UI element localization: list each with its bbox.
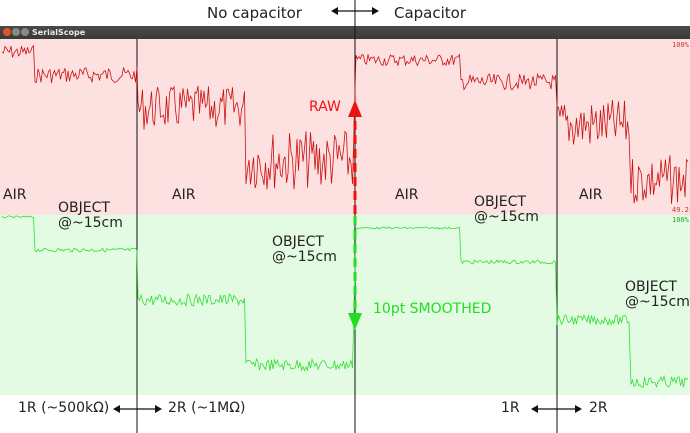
raw-corner-label-bottom: 49.2	[672, 206, 689, 214]
resistor-2r-right: 2R	[589, 400, 608, 416]
air-label: AIR	[172, 187, 196, 203]
smoothed-trace	[1, 215, 689, 389]
raw-panel	[0, 39, 690, 215]
smoothed-panel	[0, 215, 690, 395]
smoothed-label: 10pt SMOOTHED	[373, 301, 492, 317]
close-icon[interactable]	[3, 28, 11, 36]
raw-trace	[1, 44, 689, 204]
smoothed-arrow	[348, 216, 362, 330]
maximize-icon[interactable]	[21, 28, 29, 36]
minimize-icon[interactable]	[12, 28, 20, 36]
raw-arrow	[348, 100, 362, 214]
window-title: SerialScope	[32, 28, 86, 37]
object-label: OBJECT @~15cm	[272, 234, 337, 266]
bottom-arrow-left	[113, 405, 162, 413]
air-label: AIR	[3, 187, 27, 203]
object-label: OBJECT @~15cm	[58, 200, 123, 232]
top-double-arrow	[331, 7, 379, 15]
smoothed-corner-label-top: 100%	[672, 216, 690, 224]
bottom-arrow-right	[531, 405, 582, 413]
air-label: AIR	[395, 187, 419, 203]
object-label: OBJECT @~15cm	[625, 279, 690, 311]
raw-corner-label-top: 100%	[672, 41, 690, 49]
resistor-1r-right: 1R	[501, 400, 520, 416]
resistor-2r-left: 2R (~1MΩ)	[168, 400, 246, 416]
heading-no-capacitor: No capacitor	[207, 4, 302, 22]
raw-label: RAW	[309, 99, 341, 115]
heading-capacitor: Capacitor	[394, 4, 467, 22]
resistor-1r-left: 1R (~500kΩ)	[18, 400, 110, 416]
air-label: AIR	[579, 187, 603, 203]
window-titlebar: SerialScope	[0, 26, 690, 39]
object-label: OBJECT @~15cm	[474, 194, 539, 226]
